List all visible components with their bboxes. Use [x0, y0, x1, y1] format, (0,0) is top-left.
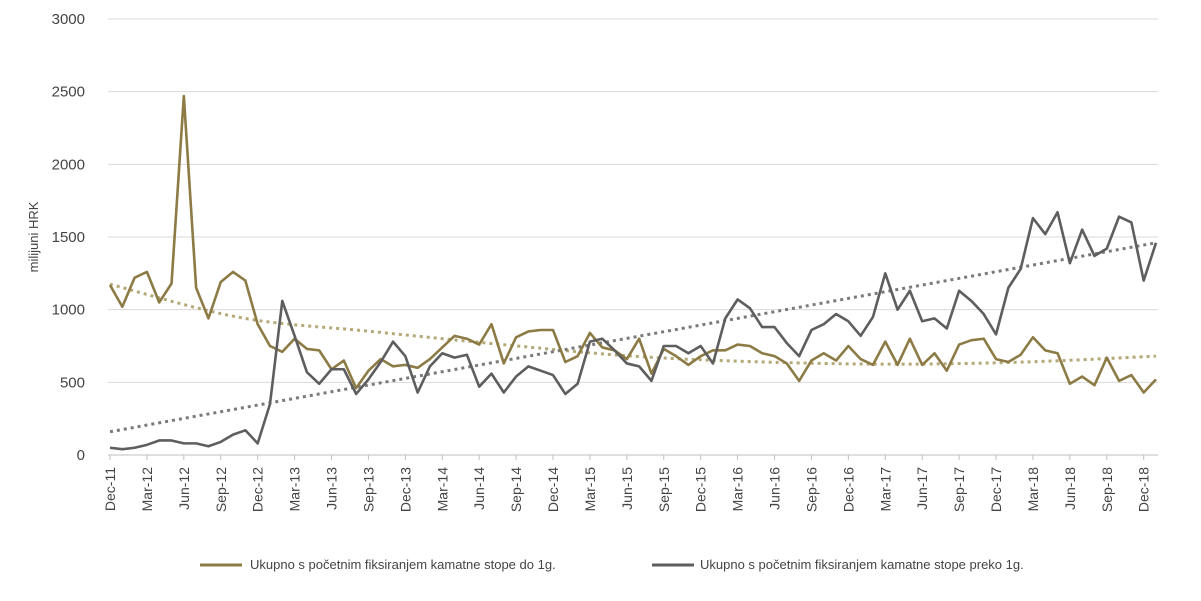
x-tick-label: Sep-13: [360, 467, 376, 512]
x-tick-label: Dec-14: [545, 467, 561, 512]
x-tick-label: Mar-13: [287, 467, 303, 512]
series-line-2: [109, 210, 1158, 451]
y-tick-label: 0: [77, 447, 85, 464]
x-tick-label: Jun-15: [619, 467, 635, 510]
x-tick-label: Dec-13: [397, 467, 413, 512]
y-tick-label: 500: [60, 374, 85, 391]
x-tick-label: Mar-17: [877, 467, 893, 512]
trend-lines: [109, 241, 1157, 434]
x-tick-label: Dec-18: [1136, 467, 1152, 512]
x-tick-label: Dec-15: [693, 467, 709, 512]
x-axis-ticks: Dec-11 Mar-12 Jun-12 Sep-12 Dec-12 Mar-13 Jun-…: [102, 455, 1152, 512]
x-tick-label: Mar-18: [1025, 467, 1041, 512]
x-tick-label: Jun-16: [767, 467, 783, 510]
y-tick-label: 1500: [52, 229, 85, 246]
x-tick-label: Mar-12: [139, 467, 155, 512]
x-tick-label: Dec-11: [102, 467, 118, 511]
series-lines: [108, 94, 1158, 451]
x-tick-label: Jun-13: [324, 467, 340, 510]
y-tick-label: 3000: [52, 11, 85, 28]
legend-label-series-2: Ukupno s početnim fiksiranjem kamatne st…: [700, 557, 1024, 572]
legend: Ukupno s početnim fiksiranjem kamatne st…: [200, 557, 1024, 572]
x-tick-label: Mar-15: [582, 467, 598, 512]
x-tick-label: Jun-14: [471, 467, 487, 510]
series-line-1: [108, 94, 1157, 394]
y-tick-label: 2000: [52, 156, 85, 173]
x-tick-label: Sep-14: [508, 467, 524, 512]
x-tick-label: Sep-18: [1099, 467, 1115, 512]
y-tick-label: 2500: [52, 84, 85, 101]
x-tick-label: Jun-17: [914, 467, 930, 510]
x-tick-label: Mar-16: [730, 467, 746, 512]
x-tick-label: Dec-16: [840, 467, 856, 512]
x-tick-label: Dec-12: [250, 467, 266, 512]
x-tick-label: Jun-12: [176, 467, 192, 510]
x-tick-label: Jun-18: [1062, 467, 1078, 510]
x-tick-label: Sep-12: [213, 467, 229, 512]
y-axis-ticks: 0 500 1000 1500 2000 2500 3000: [52, 11, 85, 464]
trend-line-series-2: [109, 241, 1157, 434]
y-axis-label: milijuni HRK: [26, 201, 41, 272]
x-tick-label: Sep-15: [656, 467, 672, 512]
legend-label-series-1: Ukupno s početnim fiksiranjem kamatne st…: [250, 557, 556, 572]
gridlines: [108, 18, 1158, 456]
x-tick-label: Sep-17: [951, 467, 967, 512]
y-tick-label: 1000: [52, 302, 85, 319]
x-tick-label: Mar-14: [434, 467, 450, 512]
x-tick-label: Sep-16: [803, 467, 819, 512]
x-tick-label: Dec-17: [988, 467, 1004, 512]
